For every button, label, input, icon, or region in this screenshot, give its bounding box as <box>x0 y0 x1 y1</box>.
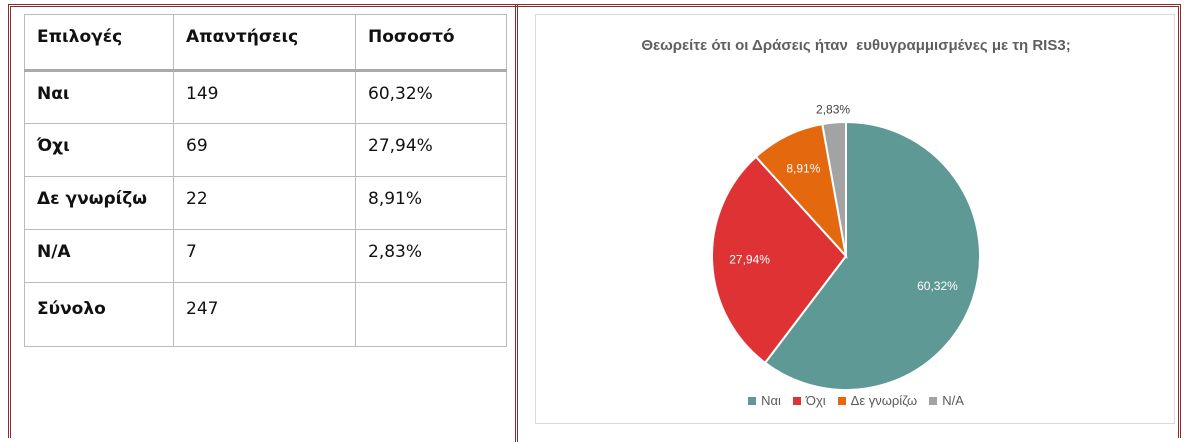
legend-item: N/A <box>929 393 964 408</box>
table-row: Σύνολο 247 <box>24 282 507 347</box>
legend-item: Ναι <box>748 393 781 408</box>
table-cell: Ναι <box>24 70 174 124</box>
legend-label: Όχι <box>805 393 826 408</box>
table-row: Δε γνωρίζω 22 8,91% <box>24 176 507 230</box>
table-cell <box>355 282 507 347</box>
divider <box>515 4 519 442</box>
header-row: Επιλογές Απαντήσεις Ποσοστό <box>24 14 507 72</box>
data-label: 2,83% <box>816 103 850 117</box>
table-row: Όχι 69 27,94% <box>24 123 507 177</box>
table-cell: 22 <box>173 176 356 230</box>
legend-item: Όχι <box>792 393 826 408</box>
legend-label: Ναι <box>761 393 781 408</box>
legend-swatch <box>792 397 801 405</box>
legend-label: Δε γνωρίζω <box>850 393 918 408</box>
table-cell: Σύνολο <box>24 282 174 347</box>
chart-title: Θεωρείτε ότι οι Δράσεις ήταν ευθυγραμμισ… <box>641 37 1071 54</box>
table-cell: Όχι <box>24 123 174 177</box>
table-cell: 27,94% <box>355 123 507 177</box>
table-cell: 8,91% <box>355 176 507 230</box>
legend-swatch <box>748 397 757 405</box>
pie-slice <box>821 120 847 257</box>
data-label: 8,91% <box>786 162 820 176</box>
pie: 60,32% 27,94% 8,91% 2,83% <box>711 103 981 391</box>
table-cell: Δε γνωρίζω <box>24 176 174 230</box>
data-label: 60,32% <box>917 279 958 293</box>
chart: Θεωρείτε ότι οι Δράσεις ήταν ευθυγραμμισ… <box>535 14 1175 424</box>
results-table: Επιλογές Απαντήσεις Ποσοστό Ναι 149 60,32% Όχι… <box>24 14 507 347</box>
table-cell: 2,83% <box>355 229 507 283</box>
table-cell: 69 <box>173 123 356 177</box>
legend: Ναι Όχι Δε γνωρίζω N/A <box>536 393 1176 408</box>
data-label: 27,94% <box>729 252 770 266</box>
pie-slice <box>711 155 848 365</box>
header-cell: Επιλογές <box>24 14 174 72</box>
legend-swatch <box>929 397 938 405</box>
table-cell: 60,32% <box>355 70 507 124</box>
table-cell: 149 <box>173 70 356 124</box>
table-row: Ναι 149 60,32% <box>24 70 507 124</box>
legend-label: N/A <box>942 393 964 408</box>
pie-slice <box>763 120 981 391</box>
header-cell: Ποσοστό <box>355 14 507 72</box>
table-row: N/A 7 2,83% <box>24 229 507 283</box>
frame <box>8 4 1181 438</box>
legend-swatch <box>837 397 846 405</box>
header-cell: Απαντήσεις <box>173 14 356 72</box>
table-cell: 247 <box>173 282 356 347</box>
table-cell: N/A <box>24 229 174 283</box>
table-cell: 7 <box>173 229 356 283</box>
legend-item: Δε γνωρίζω <box>837 393 918 408</box>
